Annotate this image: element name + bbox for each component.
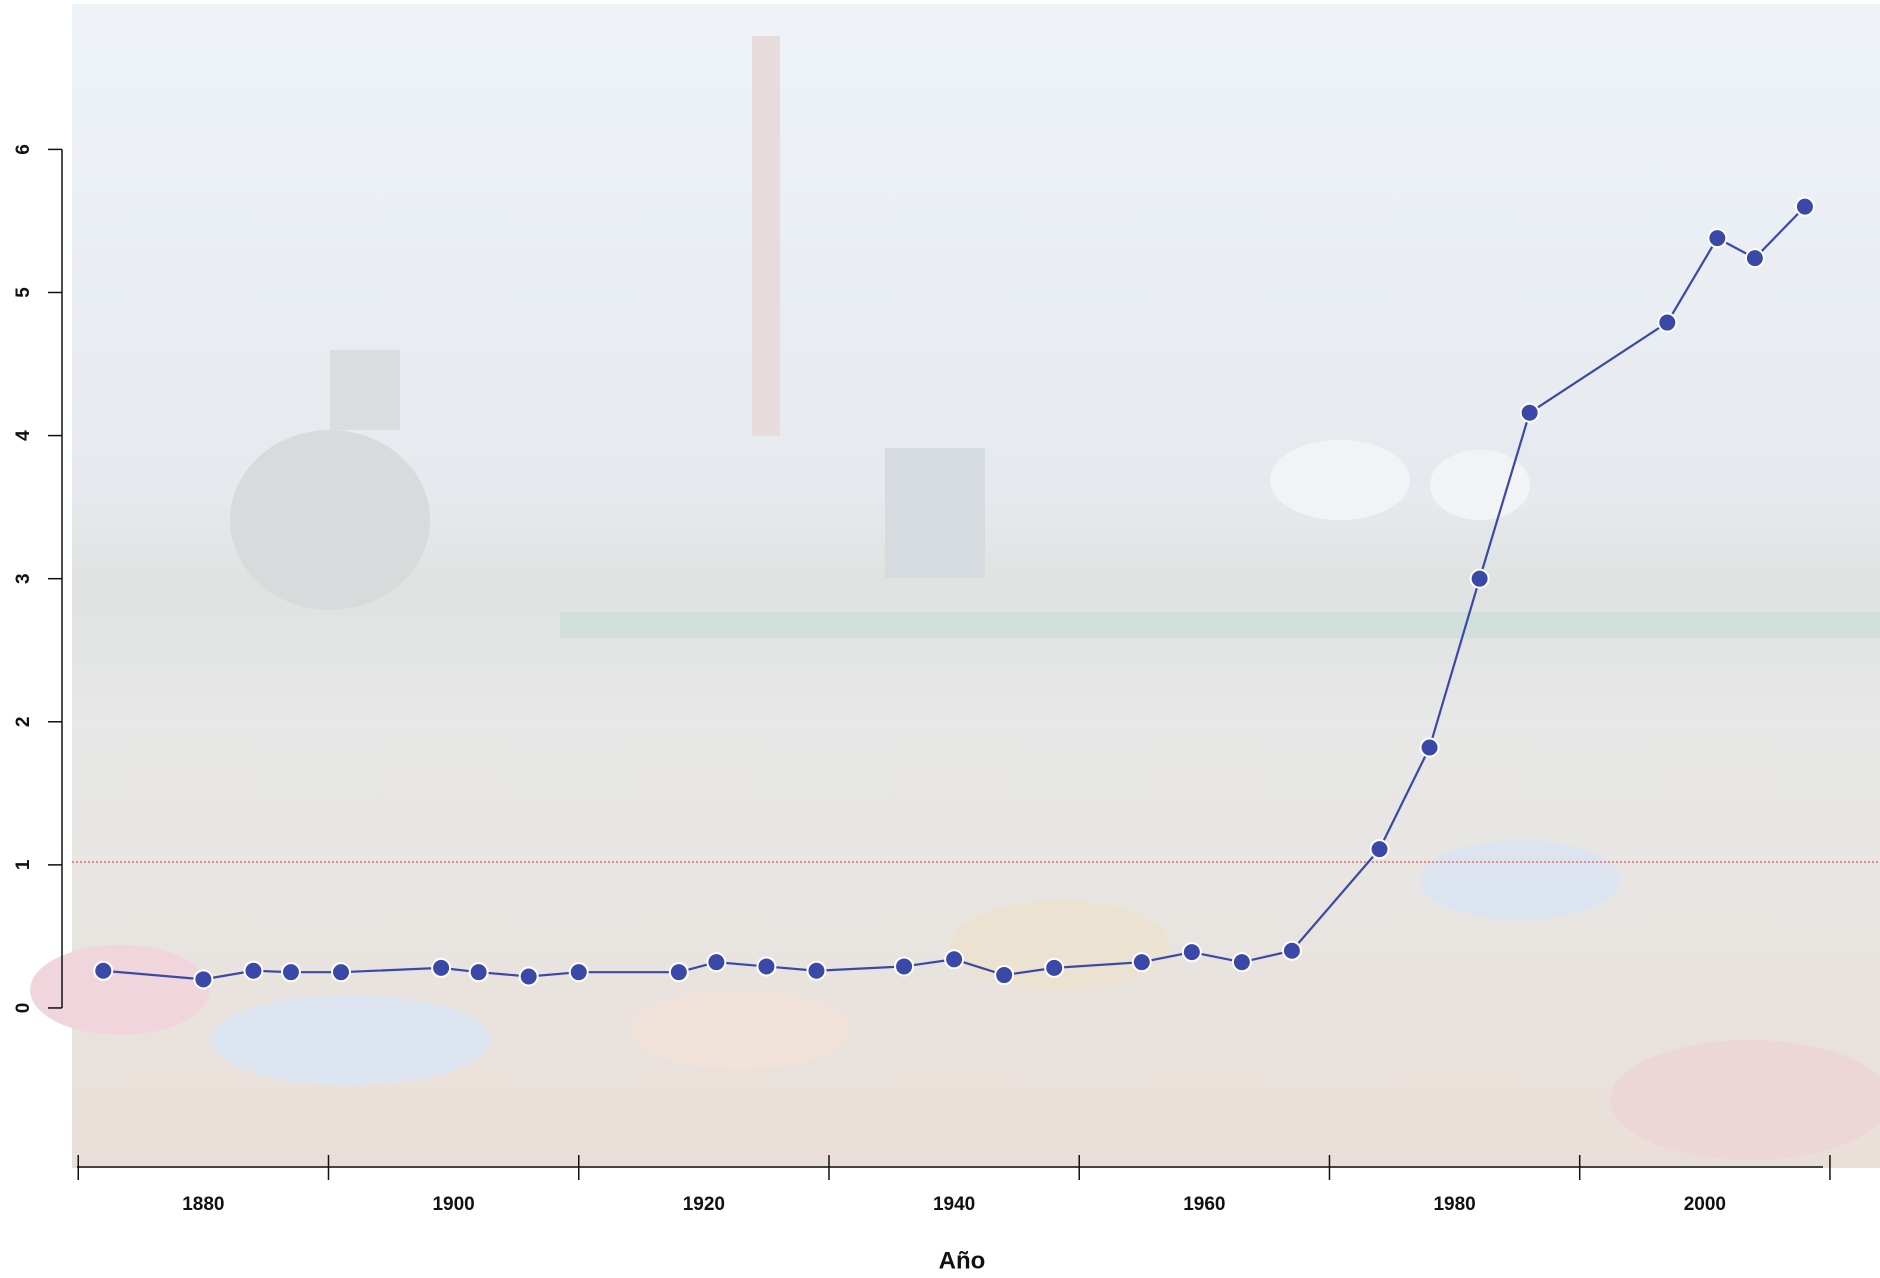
data-point <box>1369 839 1390 860</box>
data-point <box>1231 952 1252 973</box>
data-point <box>1707 228 1728 249</box>
y-tick-label: 2 <box>13 716 34 727</box>
data-point <box>1044 957 1065 978</box>
x-tick-label: 1980 <box>1433 1194 1475 1215</box>
data-point <box>1419 737 1440 758</box>
x-axis-label: Año <box>939 1247 986 1274</box>
data-point <box>756 956 777 977</box>
data-point <box>994 965 1015 986</box>
data-point <box>431 957 452 978</box>
y-tick-label: 4 <box>13 430 34 441</box>
data-point <box>894 956 915 977</box>
data-point <box>568 962 589 983</box>
data-point <box>193 969 214 990</box>
data-point <box>518 966 539 987</box>
data-point <box>668 962 689 983</box>
data-point <box>243 960 264 981</box>
data-point <box>331 962 352 983</box>
data-point <box>1131 952 1152 973</box>
y-tick-label: 5 <box>13 287 34 298</box>
data-point <box>1657 312 1678 333</box>
x-tick-label: 1940 <box>933 1194 975 1215</box>
x-tick-label: 1960 <box>1183 1194 1225 1215</box>
data-point <box>1281 940 1302 961</box>
data-point <box>1469 568 1490 589</box>
y-tick-label: 1 <box>13 859 34 870</box>
x-tick-label: 1900 <box>432 1194 474 1215</box>
data-point <box>1794 196 1815 217</box>
data-point <box>1181 942 1202 963</box>
x-tick-label: 2000 <box>1684 1194 1726 1215</box>
data-point <box>1744 248 1765 269</box>
y-tick-label: 0 <box>13 1003 34 1014</box>
y-tick-label: 3 <box>13 573 34 584</box>
data-point <box>93 960 114 981</box>
x-tick-label: 1880 <box>182 1194 224 1215</box>
x-tick-label: 1920 <box>683 1194 725 1215</box>
data-point <box>706 952 727 973</box>
data-point <box>944 949 965 970</box>
data-point <box>806 960 827 981</box>
data-point <box>280 962 301 983</box>
y-tick-label: 6 <box>13 144 34 155</box>
background-photo <box>30 4 1880 1168</box>
data-point <box>1519 402 1540 423</box>
data-point <box>468 962 489 983</box>
